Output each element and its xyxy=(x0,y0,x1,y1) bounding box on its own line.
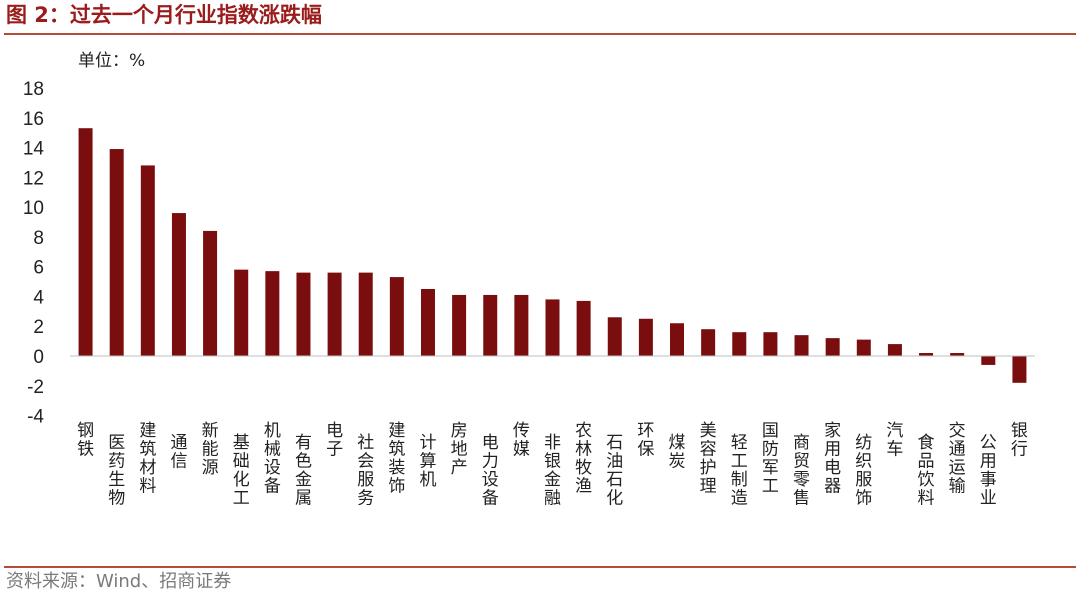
bar xyxy=(389,277,404,356)
bar xyxy=(265,271,280,356)
x-tick-label: 社会服务 xyxy=(357,433,374,509)
x-tick-label: 纺织服饰 xyxy=(855,433,872,509)
bar xyxy=(670,323,685,356)
x-tick-label: 商贸零售 xyxy=(793,433,810,509)
x-tick-label: 通信 xyxy=(170,433,187,472)
y-tick-label: 6 xyxy=(33,258,44,279)
y-tick-label: 16 xyxy=(23,109,44,130)
bar xyxy=(109,149,124,356)
bar xyxy=(981,356,996,365)
y-axis-ticks: 18 16 14 12 10 8 6 4 2 0 -2 -4 xyxy=(23,79,45,428)
bar xyxy=(545,299,560,356)
bar xyxy=(607,317,622,356)
x-tick-label: 计算机 xyxy=(419,433,436,490)
x-tick-label: 煤炭 xyxy=(669,433,686,472)
bar xyxy=(887,344,902,356)
x-tick-label: 食品饮料 xyxy=(918,433,935,509)
source-note: 资料来源：Wind、招商证券 xyxy=(6,571,232,592)
bar xyxy=(732,332,747,356)
x-tick-label: 医药生物 xyxy=(108,433,125,509)
bar xyxy=(203,230,218,356)
bars xyxy=(78,128,1027,383)
x-tick-label: 传媒 xyxy=(513,421,530,460)
y-tick-label: 14 xyxy=(23,139,45,160)
x-tick-label: 环保 xyxy=(637,421,654,460)
x-tick-label: 建筑装饰 xyxy=(388,421,405,497)
x-tick-label: 新能源 xyxy=(202,421,219,478)
x-tick-label: 银行 xyxy=(1011,421,1028,460)
bar xyxy=(919,353,934,356)
bar xyxy=(140,165,155,356)
x-tick-label: 农林牧渔 xyxy=(575,421,592,497)
x-tick-label: 建筑材料 xyxy=(139,421,156,497)
y-tick-label: 10 xyxy=(23,198,44,219)
y-tick-label: 12 xyxy=(23,168,44,189)
x-tick-label: 美容护理 xyxy=(700,421,717,497)
x-tick-label: 有色金属 xyxy=(295,433,312,509)
y-tick-label: 4 xyxy=(33,287,44,308)
bar xyxy=(452,294,467,356)
bar xyxy=(327,272,342,356)
bar xyxy=(78,128,93,356)
x-tick-label: 交通运输 xyxy=(949,421,966,497)
bar xyxy=(420,289,435,356)
bar xyxy=(514,294,529,356)
bar xyxy=(950,353,965,356)
x-tick-label: 家用电器 xyxy=(824,421,841,497)
x-tick-label: 轻工制造 xyxy=(731,433,748,509)
x-tick-label: 公用事业 xyxy=(980,433,997,509)
y-tick-label: 18 xyxy=(23,79,44,100)
y-tick-label: -2 xyxy=(27,377,44,398)
bar xyxy=(763,332,778,356)
bar xyxy=(794,335,809,356)
x-tick-label: 房地产 xyxy=(451,421,468,478)
bar xyxy=(701,329,716,356)
bar xyxy=(234,269,249,356)
x-tick-label: 机械设备 xyxy=(264,421,281,497)
x-tick-label: 电力设备 xyxy=(482,433,499,509)
bar xyxy=(576,300,591,356)
bottom-rule xyxy=(4,566,1076,568)
bar xyxy=(638,318,653,356)
x-tick-label: 汽车 xyxy=(886,421,903,460)
y-tick-label: -4 xyxy=(27,407,44,428)
bar xyxy=(171,213,186,356)
bar xyxy=(358,272,373,356)
y-tick-label: 8 xyxy=(33,228,44,249)
bar xyxy=(296,272,311,356)
x-tick-label: 非银金融 xyxy=(544,433,561,509)
bar xyxy=(825,338,840,356)
bar xyxy=(483,294,498,356)
x-tick-label: 基础化工 xyxy=(233,433,250,509)
bar xyxy=(1012,356,1027,383)
unit-label: 单位：% xyxy=(78,51,145,71)
x-tick-label: 石油石化 xyxy=(606,433,623,509)
y-tick-label: 2 xyxy=(33,317,44,338)
x-tick-label: 电子 xyxy=(326,421,343,460)
y-tick-label: 0 xyxy=(33,347,44,368)
bar xyxy=(856,339,871,356)
figure-title: 图 2：过去一个月行业指数涨跌幅 xyxy=(6,3,322,27)
top-rule xyxy=(4,33,1076,35)
x-tick-label: 钢铁 xyxy=(77,421,94,460)
x-tick-label: 国防军工 xyxy=(762,421,779,497)
